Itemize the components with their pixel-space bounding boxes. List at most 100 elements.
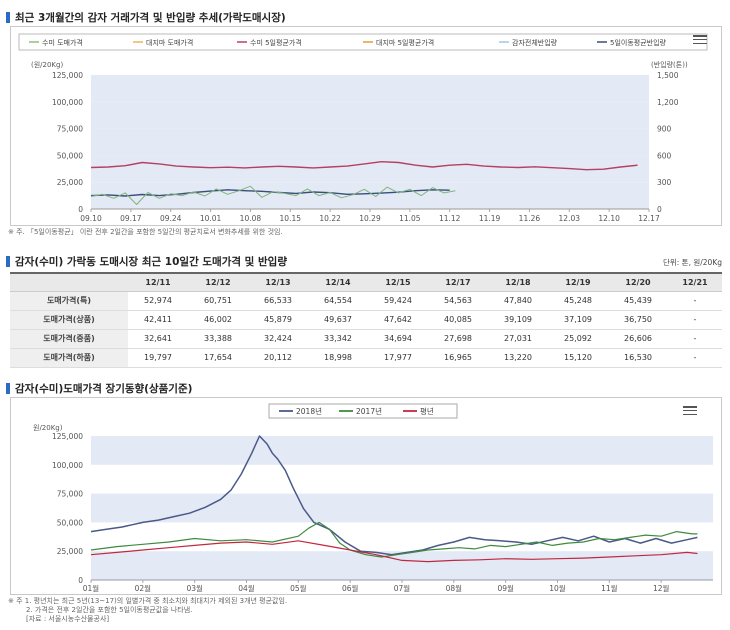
table-cell: 66,533 <box>248 291 308 311</box>
series-line <box>90 189 450 197</box>
plot-band <box>91 155 649 183</box>
table-cell: 42,411 <box>128 310 188 330</box>
y2-axis-unit: (반입량(톤)) <box>651 60 688 69</box>
chart2-svg: 2018년 2017년 평년 0 25,000 50,000 75,000 100,000 12… <box>33 403 713 593</box>
table-cell: - <box>668 310 722 330</box>
table-cell: 64,554 <box>308 291 368 311</box>
table-cell: 49,637 <box>308 310 368 330</box>
table-row: 도매가격(특) 52,974 60,751 66,533 64,554 59,424 54,… <box>10 291 722 311</box>
legend-label: 평년 <box>420 406 434 416</box>
table-cell: 17,977 <box>368 348 428 368</box>
legend-label: 5일이동평균반입량 <box>610 38 667 47</box>
section3-title: 감자(수미)도매가격 장기동향(상품기준) <box>6 381 192 396</box>
legend-label: 2017년 <box>356 406 382 416</box>
table-column-header: 12/11 <box>128 272 188 292</box>
chart1-svg: 수미 도매가격 대지마 도매가격 수미 5일평균가격 대지마 5일평균가격 감자전체반입… <box>18 33 708 223</box>
x-tick-label: 03월 <box>186 583 203 593</box>
table-cell: 60,751 <box>188 291 248 311</box>
table-row-label: 도매가격(상품) <box>10 310 128 330</box>
table-row: 도매가격(상품) 42,411 46,002 45,879 49,637 47,642 40… <box>10 310 722 330</box>
x-tick-label: 09.17 <box>120 214 142 223</box>
y2-tick-label: 0 <box>657 205 662 214</box>
y-tick-label: 100,000 <box>52 461 83 470</box>
title-marker <box>6 12 10 23</box>
plot-band <box>91 551 713 580</box>
table-header-row: 12/11 12/12 12/13 12/14 12/15 12/17 12/18 12/19… <box>10 272 722 292</box>
x-tick-label: 12.03 <box>559 214 581 223</box>
section1-title: 최근 3개월간의 감자 거래가격 및 반입량 추세(가락도매시장) <box>6 10 286 25</box>
y2-tick-label: 1,200 <box>657 98 679 107</box>
y-tick-label: 50,000 <box>57 518 83 527</box>
x-tick-label: 09.24 <box>160 214 182 223</box>
table-column-header: 12/12 <box>188 272 248 292</box>
x-tick-label: 09월 <box>497 583 514 593</box>
chart2-menu-icon[interactable] <box>683 406 697 415</box>
legend-label: 수미 도매가격 <box>42 38 83 47</box>
table-cell: 34,694 <box>368 329 428 349</box>
section1-note: ※ 주. 「5일이동평균」 이란 전후 2일간을 포함한 5일간의 평균치로서 … <box>8 228 283 236</box>
x-tick-label: 10.08 <box>240 214 262 223</box>
table-cell: 32,424 <box>248 329 308 349</box>
y-tick-label: 125,000 <box>52 71 83 80</box>
x-tick-label: 11.05 <box>399 214 421 223</box>
chart1-container: 수미 도매가격 대지마 도매가격 수미 5일평균가격 대지마 5일평균가격 감자전체반입… <box>10 26 722 226</box>
x-tick-label: 10.15 <box>280 214 302 223</box>
x-tick-label: 10.01 <box>200 214 222 223</box>
table-cell: 37,109 <box>548 310 608 330</box>
section2-title-text: 감자(수미) 가락동 도매시장 최근 10일간 도매가격 및 반입량 <box>15 256 287 268</box>
y2-tick-label: 1,500 <box>657 71 679 80</box>
chart1-menu-icon[interactable] <box>693 35 707 44</box>
x-tick-label: 11.19 <box>479 214 501 223</box>
series-line <box>90 160 638 171</box>
table-cell: 19,797 <box>128 348 188 368</box>
plot-band <box>91 128 649 156</box>
x-tick-label: 12.17 <box>638 214 660 223</box>
section2-title: 감자(수미) 가락동 도매시장 최근 10일간 도매가격 및 반입량 <box>6 254 287 269</box>
table-cell: 46,002 <box>188 310 248 330</box>
price-table: 12/11 12/12 12/13 12/14 12/15 12/17 12/18 12/19… <box>10 272 722 368</box>
table-cell: 52,974 <box>128 291 188 311</box>
table-row: 도매가격(중품) 32,641 33,388 32,424 33,342 34,694 27… <box>10 329 722 349</box>
section3-note: ※ 주 1. 평년치는 최근 5년(13~17)의 일별가격 중 최소치와 최대… <box>8 597 287 624</box>
series-line <box>90 540 698 563</box>
table-cell: 32,641 <box>128 329 188 349</box>
x-tick-label: 11월 <box>601 583 618 593</box>
x-tick-label: 07월 <box>394 583 411 593</box>
y-tick-label: 100,000 <box>52 98 83 107</box>
table-cell: 16,530 <box>608 348 668 368</box>
table-column-header: 12/19 <box>548 272 608 292</box>
y-tick-label: 75,000 <box>57 490 83 499</box>
table-body: 도매가격(특) 52,974 60,751 66,533 64,554 59,424 54,… <box>10 291 722 368</box>
table-cell: 26,606 <box>608 329 668 349</box>
table-cell: 45,439 <box>608 291 668 311</box>
title-marker <box>6 256 10 267</box>
x-tick-label: 12.10 <box>598 214 620 223</box>
series-line <box>90 185 456 205</box>
note-line-3: [자료 : 서울시농수산물공사] <box>26 615 110 623</box>
table-column-header: 12/14 <box>308 272 368 292</box>
legend-label: 감자전체반입량 <box>512 38 558 47</box>
plot-band <box>91 75 649 102</box>
note-line-2: 2. 가격은 전후 2일간을 포함한 5일이동평균값을 나타냄. <box>26 606 193 614</box>
table-cell: 36,750 <box>608 310 668 330</box>
legend-box <box>268 403 458 419</box>
y-axis-unit: 원/20Kg) <box>33 423 63 432</box>
x-tick-label: 12월 <box>653 583 670 593</box>
legend-label: 수미 5일평균가격 <box>250 38 302 47</box>
y2-tick-label: 600 <box>657 151 672 160</box>
table-column-header: 12/15 <box>368 272 428 292</box>
x-tick-label: 10.29 <box>359 214 381 223</box>
x-tick-label: 11.12 <box>439 214 461 223</box>
section1-title-text: 최근 3개월간의 감자 거래가격 및 반입량 추세(가락도매시장) <box>15 12 286 24</box>
table-cell: 45,879 <box>248 310 308 330</box>
table-cell: 47,840 <box>488 291 548 311</box>
y-tick-label: 25,000 <box>57 178 83 187</box>
table-cell: - <box>668 348 722 368</box>
legend-label: 대지마 도매가격 <box>146 38 193 47</box>
series-line <box>90 435 698 556</box>
title-marker <box>6 383 10 394</box>
y2-tick-label: 900 <box>657 125 672 134</box>
table-cell: 27,031 <box>488 329 548 349</box>
table-cell: 47,642 <box>368 310 428 330</box>
y-tick-label: 50,000 <box>57 151 83 160</box>
